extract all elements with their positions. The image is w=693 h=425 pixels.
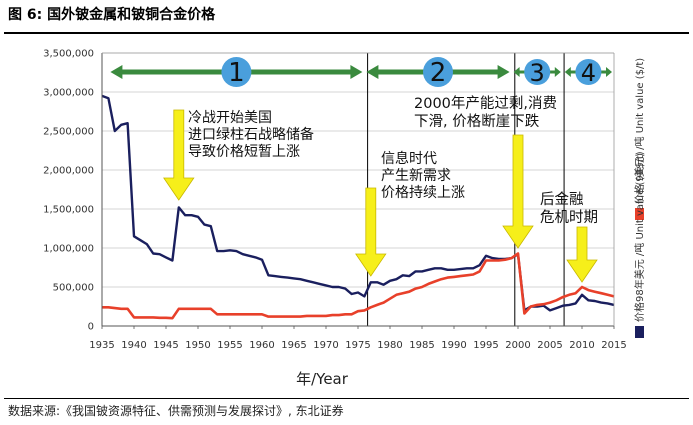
y-tick-label: 3,000,000 [43,88,94,99]
x-tick-label: 2010 [569,340,594,351]
x-axis-label: 年/Year [296,370,349,388]
bottom-rule [4,398,689,399]
phase-arrowhead-left [110,65,123,79]
x-tick-label: 1980 [377,340,402,351]
phase-arrowhead-left [513,67,520,77]
annotation-text: 价格持续上涨 [381,184,465,201]
phase-label: 1 [228,58,245,88]
annotation-text: 下滑, 价格断崖下跌 [414,113,540,130]
x-tick-label: 1955 [217,340,242,351]
annotation-arrow [355,187,387,277]
x-tick-label: 1975 [345,340,370,351]
legend-swatch [635,208,644,220]
y-tick-label: 3,500,000 [43,49,94,60]
phase-circle [524,59,551,85]
phase-circle [221,57,252,87]
x-tick-label: 2015 [601,340,626,351]
x-tick-label: 1945 [153,340,178,351]
y-tick-label: 1,000,000 [43,244,94,255]
annotation-text: 2000年产能过剩,消费 [414,95,557,112]
x-tick-label: 1965 [281,340,306,351]
phase-arrowhead-left [564,67,571,77]
x-tick-label: 1970 [313,340,338,351]
annotation-arrow [163,109,195,201]
x-tick-label: 1960 [249,340,274,351]
x-tick-label: 1950 [185,340,210,351]
phase-circle [575,59,602,85]
annotation-text: 产生新需求 [381,168,451,184]
x-tick-label: 1935 [89,340,114,351]
legend-label: 价格98年美元 /吨 Unit value (98$/t) [633,151,646,322]
y-tick-label: 1,500,000 [43,205,94,216]
phase-arrowhead-right [350,65,363,79]
y-tick-label: 2,500,000 [43,127,94,138]
x-tick-label: 2000 [505,340,530,351]
x-tick-label: 1995 [473,340,498,351]
annotation-text: 后金融 [540,191,584,208]
phase-arrowhead-right [554,67,561,77]
y-tick-label: 0 [88,322,94,333]
annotation-text: 信息时代 [381,150,437,167]
phase-label: 4 [581,59,596,87]
source-note: 数据来源:《我国铍资源特征、供需预测与发展探讨》, 东北证券 [8,404,344,418]
y-tick-label: 2,000,000 [43,166,94,177]
phase-label: 2 [430,58,447,88]
y-tick-label: 500,000 [53,283,94,294]
annotation-arrow [566,226,598,283]
phase-circle [423,57,453,87]
series-line-nominal [102,252,615,320]
phase-arrowhead-left [366,65,379,79]
annotation-text: 进口绿柱石战略储备 [188,126,314,143]
legend: 价格 (美元) /吨 Unit value ($/t)价格98年美元 /吨 Un… [633,58,646,338]
x-tick-label: 1985 [409,340,434,351]
phase-label: 3 [530,59,545,87]
x-tick-label: 2005 [537,340,562,351]
phase-arrowhead-right [606,67,612,77]
figure-title: 图 6: 国外铍金属和铍铜合金价格 [8,7,216,23]
x-tick-label: 1990 [441,340,466,351]
phase-band: 1 2 3 4 [110,57,612,88]
x-tick-label: 1940 [121,340,146,351]
top-rule [4,32,689,34]
data-series [101,94,615,320]
annotation-arrow [502,134,534,249]
annotation-text: 冷战开始美国 [188,110,272,126]
legend-label: 价格 (美元) /吨 Unit value ($/t) [633,58,646,204]
legend-swatch [635,326,644,338]
axes: 0 500,000 1,000,000 1,500,000 2,000,000 2,500… [43,49,627,352]
annotation-text: 危机时期 [540,209,598,226]
phase-arrowhead-right [497,65,510,79]
annotation-text: 导致价格短暂上涨 [188,144,300,160]
